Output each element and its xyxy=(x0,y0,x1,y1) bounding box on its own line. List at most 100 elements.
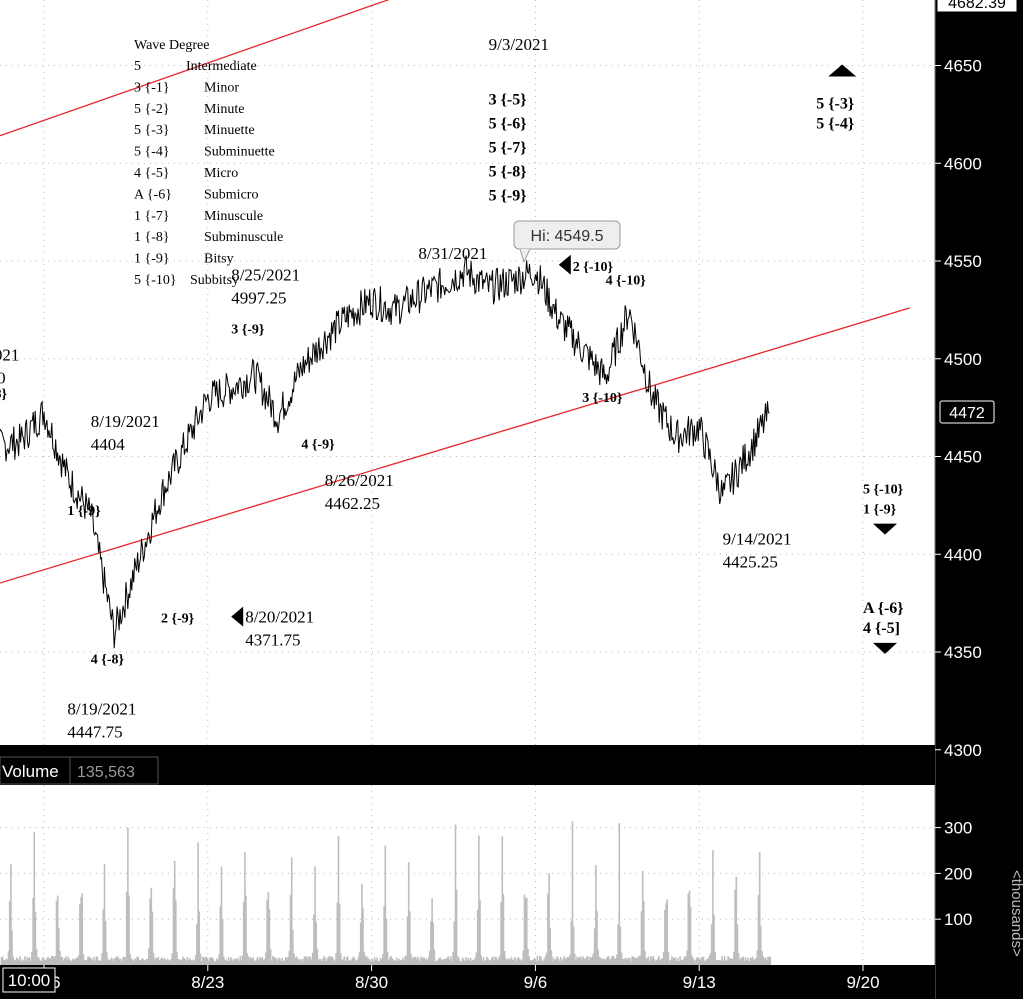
volume-bar xyxy=(234,959,237,965)
volume-bar xyxy=(205,956,208,965)
volume-bar xyxy=(445,958,447,965)
annotation-label: 4476.50 xyxy=(0,369,6,388)
volume-bar xyxy=(632,956,635,965)
volume-bar xyxy=(520,959,522,965)
volume-bar xyxy=(438,958,440,965)
volume-bar xyxy=(73,960,75,965)
volume-bar xyxy=(108,959,110,965)
volume-bar xyxy=(286,958,288,965)
volume-bar xyxy=(764,957,767,965)
volume-bar xyxy=(128,895,130,965)
volume-bar xyxy=(343,956,346,965)
volume-bar xyxy=(695,957,698,965)
volume-bar xyxy=(666,899,668,965)
volume-bar xyxy=(638,955,640,965)
volume-bar xyxy=(707,958,709,965)
volume-bar xyxy=(386,952,389,965)
volume-bar xyxy=(448,959,451,965)
volume-bar xyxy=(233,958,236,965)
volume-bar xyxy=(306,956,308,965)
volume-bar xyxy=(221,918,224,965)
volume-bar xyxy=(212,958,215,965)
volume-bar xyxy=(684,956,686,965)
volume-bar xyxy=(310,959,313,965)
volume-bar xyxy=(357,957,360,965)
volume-bar xyxy=(363,951,365,965)
volume-bar xyxy=(493,960,495,965)
volume-bar xyxy=(416,959,418,965)
volume-bar xyxy=(318,959,321,965)
volume-bar xyxy=(727,956,729,965)
volume-bar xyxy=(473,959,475,965)
volume-bar xyxy=(548,873,550,965)
legend-code: A {-6} xyxy=(134,187,172,202)
volume-bar xyxy=(307,958,309,965)
volume-bar xyxy=(671,956,673,965)
volume-bar xyxy=(87,956,89,965)
volume-bar xyxy=(127,827,129,965)
volume-bar xyxy=(239,956,241,965)
volume-bar xyxy=(334,960,336,965)
volume-bar xyxy=(118,959,121,965)
volume-bar xyxy=(258,960,260,965)
volume-bar xyxy=(450,956,452,965)
volume-bar xyxy=(104,921,107,965)
annotation-label: 8/25/2021 xyxy=(231,266,300,285)
volume-bar xyxy=(430,921,432,965)
volume-bar xyxy=(403,960,405,965)
volume-bar xyxy=(603,959,605,965)
volume-bar xyxy=(375,960,377,965)
volume-bar xyxy=(314,866,316,965)
annotation-label: 5 {-6} xyxy=(489,116,527,133)
volume-bar xyxy=(294,958,296,965)
volume-bar xyxy=(203,957,205,965)
top-price-label: 4682.39 xyxy=(948,0,1006,12)
volume-bar xyxy=(109,959,112,965)
volume-bar xyxy=(540,956,542,965)
volume-bar xyxy=(24,956,26,965)
volume-bar xyxy=(758,852,761,965)
volume-bar xyxy=(550,950,553,965)
volume-bar xyxy=(679,956,681,965)
volume-bar xyxy=(101,953,103,965)
volume-bar xyxy=(627,957,630,965)
volume-bar xyxy=(265,952,267,965)
volume-bar xyxy=(598,956,601,965)
volume-bar xyxy=(362,908,364,965)
volume-bar xyxy=(231,959,233,965)
volume-bar xyxy=(471,961,473,965)
volume-bar xyxy=(271,960,273,965)
volume-bar xyxy=(624,958,626,965)
volume-bar xyxy=(313,914,315,965)
volume-bar xyxy=(320,959,322,965)
volume-bar xyxy=(245,895,247,965)
volume-bar xyxy=(13,960,16,965)
volume-bar xyxy=(686,950,688,965)
volume-bar xyxy=(67,956,69,965)
price-tick-label: 4450 xyxy=(944,448,982,467)
volume-bar xyxy=(555,959,557,965)
annotation-label: 4 {-5] xyxy=(863,620,900,637)
date-tick-label: 9/6 xyxy=(524,973,548,992)
volume-bar xyxy=(599,957,602,965)
volume-bar xyxy=(545,952,548,965)
volume-bar xyxy=(524,898,527,965)
volume-bar xyxy=(420,956,423,965)
volume-bar xyxy=(454,824,457,965)
volume-bar xyxy=(509,959,512,965)
volume-bar xyxy=(275,958,278,965)
volume-bar xyxy=(252,957,254,965)
volume-bar xyxy=(283,960,286,965)
volume-bar xyxy=(737,952,740,965)
volume-bar xyxy=(446,957,449,965)
annotation-label: 4997.25 xyxy=(231,289,286,308)
volume-header-value: 135,563 xyxy=(77,764,135,781)
volume-bar xyxy=(366,957,369,965)
volume-bar xyxy=(455,889,458,965)
volume-bar xyxy=(213,961,216,965)
price-tick-label: 4300 xyxy=(944,741,982,760)
annotation: 4 {-10} xyxy=(606,273,647,288)
volume-bar xyxy=(595,865,597,965)
volume-bar xyxy=(273,957,275,965)
volume-bar xyxy=(669,959,672,965)
